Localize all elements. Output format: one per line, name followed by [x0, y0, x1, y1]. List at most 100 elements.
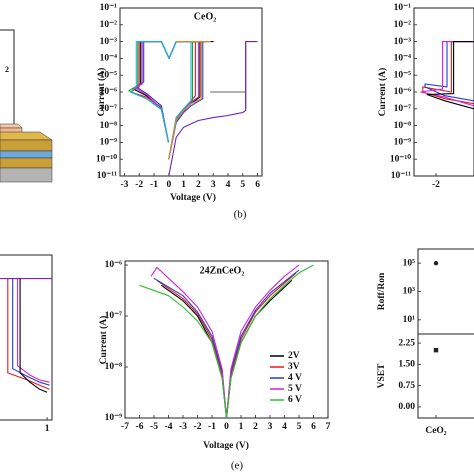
iv-curve	[7, 278, 50, 390]
electrode	[0, 123, 23, 129]
x-tick-label: 3	[211, 180, 216, 190]
iv-curve	[12, 278, 50, 386]
y-tick-label: 10⁻⁶	[105, 260, 123, 270]
x-tick-label: 7	[326, 422, 331, 432]
y-tick-label: 2.25	[398, 338, 415, 348]
data-point	[433, 347, 439, 353]
layer	[0, 150, 53, 159]
iv-curve	[156, 272, 297, 418]
y-tick-label: 10⁻⁷	[105, 311, 123, 321]
y-axis-label: Current (A)	[98, 316, 109, 365]
x-tick-label: 2	[253, 422, 258, 432]
plot-area	[139, 264, 314, 418]
x-tick-label: -2	[135, 180, 143, 190]
iv-curve	[210, 41, 247, 110]
y-axis-label: VSET	[377, 363, 387, 388]
iv-curve	[129, 41, 204, 160]
iv-curve	[153, 269, 300, 418]
x-tick-label: CeO₂	[425, 426, 446, 436]
x-tick-label: 6	[311, 422, 316, 432]
y-tick-label: 10⁻⁹	[105, 413, 123, 423]
panel-frame	[417, 333, 474, 419]
x-tick-label: -7	[121, 422, 129, 432]
x-tick-label: 5	[240, 180, 245, 190]
x-tick-label: 1	[239, 422, 244, 432]
y-tick-label: 10⁻⁷	[100, 104, 118, 114]
x-tick-label: -3	[120, 180, 128, 190]
legend-label: 3V	[288, 362, 300, 372]
plot-area	[0, 278, 52, 393]
x-tick-label: 2	[196, 180, 201, 190]
y-axis-label: Roff/Ron	[377, 272, 387, 310]
y-tick-label: 10⁻⁴	[394, 54, 412, 64]
y-tick-label: 10⁻¹¹	[97, 171, 117, 181]
x-tick-label: -3	[179, 422, 187, 432]
y-tick-label: 10⁻⁵	[394, 70, 412, 80]
x-tick-label: -5	[150, 422, 158, 432]
device-schematic: 2	[0, 29, 53, 183]
y-tick-label: 10¹	[403, 315, 416, 325]
y-tick-label: 1.50	[398, 360, 415, 370]
caption: (e)	[231, 460, 244, 472]
y-tick-label: 0.00	[398, 402, 415, 412]
iv-curve	[139, 264, 314, 418]
y-tick-label: 0.75	[398, 381, 415, 391]
y-tick-label: 10⁻³	[100, 37, 118, 47]
y-tick-label: 10³	[403, 287, 416, 297]
y-tick-label: 10⁻²	[394, 20, 412, 30]
schematic-label: 2	[5, 65, 9, 74]
y-tick-label: 10⁻⁵	[100, 70, 118, 80]
x-tick-label: 3	[268, 422, 273, 432]
chart-title: 24ZnCeO₂	[200, 265, 245, 276]
x-tick-label: 1	[45, 424, 50, 434]
y-tick-label: 10⁻⁸	[100, 121, 118, 131]
x-tick-label: 0	[224, 422, 229, 432]
layer	[0, 131, 53, 141]
iv-curve	[420, 41, 474, 107]
x-tick-label: -1	[208, 422, 216, 432]
x-tick-label: -2	[432, 180, 440, 190]
y-tick-label: 10⁻⁸	[394, 121, 412, 131]
y-tick-label: 10⁻⁶	[100, 87, 118, 97]
wire	[0, 29, 15, 124]
iv-curve	[19, 278, 48, 393]
x-tick-label: 6	[255, 180, 260, 190]
y-tick-label: 10⁻⁸	[105, 362, 123, 372]
layer	[0, 139, 53, 152]
y-tick-label: 10⁵	[403, 258, 416, 268]
x-tick-label: 0	[166, 180, 171, 190]
legend-label: 4 V	[288, 373, 302, 383]
y-tick-label: 10⁻¹¹	[391, 171, 411, 181]
y-tick-label: 10⁻³	[394, 37, 412, 47]
data-point	[433, 260, 439, 266]
x-axis-label: Voltage (V)	[203, 440, 249, 451]
panel-frame	[417, 248, 474, 335]
caption: (b)	[234, 209, 247, 221]
iv-curve	[150, 264, 300, 418]
x-tick-label: 5	[297, 422, 302, 432]
plot-area	[420, 41, 474, 110]
iv-curve	[160, 279, 293, 418]
y-tick-label: 10⁻⁷	[394, 104, 412, 114]
x-tick-label: -2	[194, 422, 202, 432]
y-axis-label: Current (A)	[377, 68, 388, 117]
x-tick-label: 1	[181, 180, 186, 190]
legend-label: 2V	[288, 351, 300, 361]
y-tick-label: 10⁻⁹	[394, 138, 412, 148]
x-tick-label: 4	[282, 422, 287, 432]
y-axis-label: Current (A)	[96, 68, 107, 117]
chart-title: CeO₂	[194, 11, 216, 22]
plot-frame	[0, 254, 53, 421]
y-tick-label: 10⁻⁹	[100, 138, 118, 148]
y-tick-label: 10⁻⁶	[394, 87, 412, 97]
iv-curve	[168, 41, 211, 160]
iv-curve	[168, 41, 258, 176]
layer	[0, 157, 53, 169]
y-tick-label: 10⁻¹⁰	[96, 153, 117, 164]
y-tick-label: 10⁻¹⁰	[390, 153, 411, 164]
y-tick-label: 10⁻¹	[100, 3, 118, 13]
y-tick-label: 10⁻⁴	[100, 54, 118, 64]
legend-label: 6 V	[288, 395, 302, 405]
iv-curve	[426, 41, 474, 110]
